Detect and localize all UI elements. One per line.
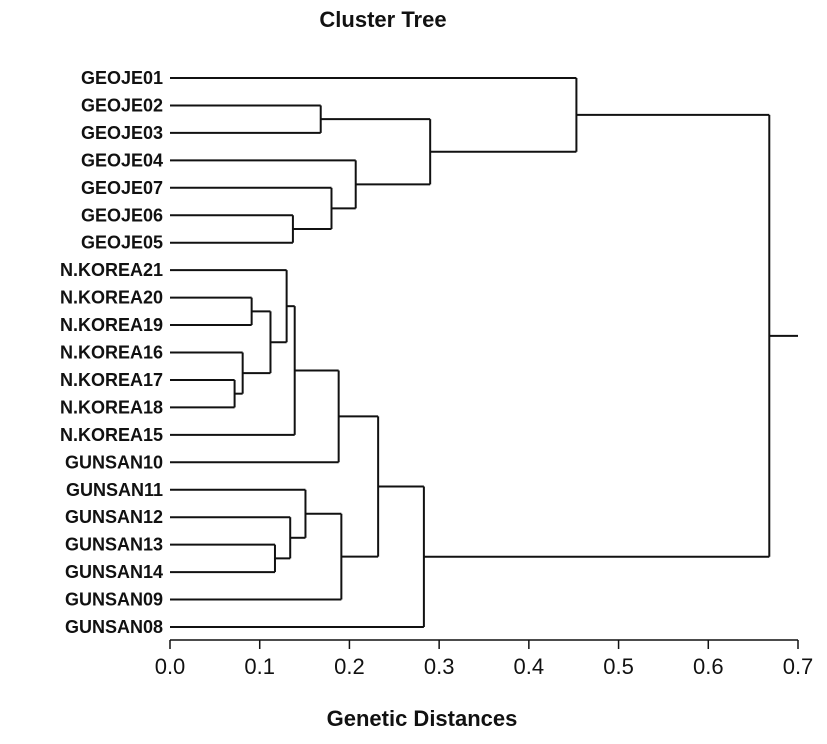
x-tick-label: 0.6	[693, 654, 724, 679]
leaf-label: N.KOREA19	[60, 315, 163, 335]
x-tick-label: 0.1	[244, 654, 275, 679]
leaf-label: GEOJE03	[81, 123, 163, 143]
dendrogram-branches	[170, 77, 798, 628]
leaf-label: N.KOREA21	[60, 260, 163, 280]
leaf-label: GEOJE04	[81, 150, 163, 170]
leaf-label: N.KOREA20	[60, 288, 163, 308]
leaf-label: GEOJE05	[81, 233, 163, 253]
leaf-label: GUNSAN14	[65, 562, 163, 582]
x-tick-label: 0.3	[424, 654, 455, 679]
leaf-label: GUNSAN11	[66, 480, 163, 500]
x-tick-label: 0.0	[155, 654, 186, 679]
leaf-label: N.KOREA16	[60, 343, 163, 363]
leaf-label: GEOJE06	[81, 205, 163, 225]
leaf-labels: GEOJE01 GEOJE02 GEOJE03 GEOJE04 GEOJE07 GEOJE…	[60, 68, 163, 637]
chart-title: Cluster Tree	[319, 7, 446, 32]
leaf-label: GEOJE02	[81, 95, 163, 115]
leaf-label: GUNSAN10	[65, 452, 163, 472]
leaf-label: N.KOREA18	[60, 397, 163, 417]
leaf-label: GUNSAN09	[65, 590, 163, 610]
leaf-label: GUNSAN12	[65, 507, 163, 527]
leaf-label: N.KOREA15	[60, 425, 163, 445]
x-tick-label: 0.2	[334, 654, 365, 679]
x-axis: 0.0 0.1 0.2 0.3 0.4 0.5 0.6 0.7	[155, 639, 814, 679]
leaf-label: GEOJE07	[81, 178, 163, 198]
leaf-label: GUNSAN13	[65, 535, 163, 555]
x-tick-label: 0.4	[514, 654, 545, 679]
x-tick-label: 0.7	[783, 654, 814, 679]
leaf-label: GUNSAN08	[65, 617, 163, 637]
x-axis-label: Genetic Distances	[327, 706, 518, 731]
x-tick-label: 0.5	[603, 654, 634, 679]
leaf-label: GEOJE01	[81, 68, 163, 88]
leaf-label: N.KOREA17	[60, 370, 163, 390]
